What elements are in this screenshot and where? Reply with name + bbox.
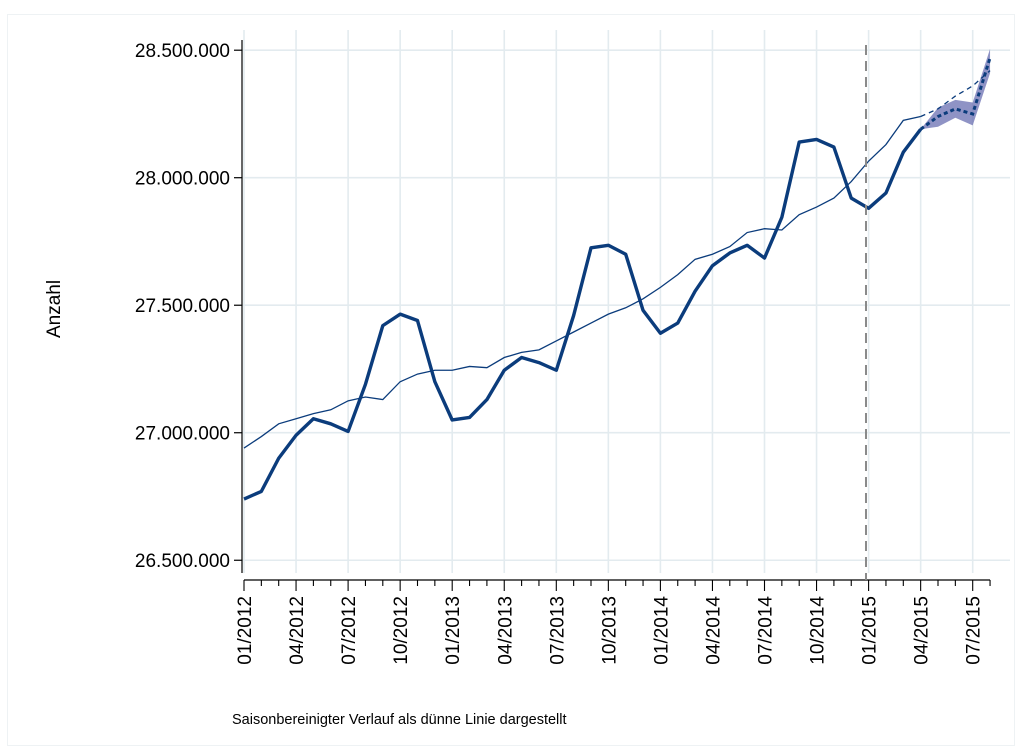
y-axis-label: Anzahl <box>44 280 65 338</box>
y-tick-label: 28.000.000 <box>135 169 230 190</box>
y-tick-label: 26.500.000 <box>135 551 230 572</box>
x-tick-label: 10/2013 <box>599 596 620 665</box>
seasonally-adjusted-line <box>243 115 921 449</box>
grid-lines <box>242 30 1010 573</box>
y-tick-label: 27.000.000 <box>135 424 230 445</box>
series-lines <box>243 57 992 501</box>
x-tick-label: 04/2014 <box>703 596 724 665</box>
x-tick-label: 04/2013 <box>495 596 516 665</box>
y-tick-labels: 26.500.000 27.000.000 27.500.000 28.000.000… <box>135 41 230 572</box>
y-tick-label: 28.500.000 <box>135 41 230 62</box>
x-tick-labels: 01/2012 04/2012 07/2012 10/2012 01/2013 04/20… <box>235 596 985 665</box>
axes <box>234 40 991 591</box>
original-series-line <box>243 128 923 501</box>
x-tick-label: 10/2012 <box>391 596 412 665</box>
chart-frame <box>7 14 1015 746</box>
x-tick-label: 01/2014 <box>651 596 672 665</box>
original-series-forecast-line <box>919 57 992 131</box>
x-tick-label: 01/2013 <box>443 596 464 665</box>
x-tick-label: 04/2015 <box>912 596 933 665</box>
y-tick-label: 27.500.000 <box>135 296 230 317</box>
x-tick-label: 07/2014 <box>756 596 777 665</box>
x-tick-label: 07/2012 <box>339 596 360 665</box>
x-tick-label: 01/2015 <box>860 596 881 665</box>
seasonally-adjusted-forecast-line <box>920 70 991 118</box>
x-tick-label: 07/2015 <box>964 596 985 665</box>
x-tick-label: 04/2012 <box>287 596 308 665</box>
annotation-note: Saisonbereinigter Verlauf als dünne Lini… <box>232 712 567 728</box>
x-tick-label: 01/2012 <box>235 596 256 665</box>
x-tick-label: 10/2014 <box>808 596 829 665</box>
x-tick-label: 07/2013 <box>547 596 568 665</box>
